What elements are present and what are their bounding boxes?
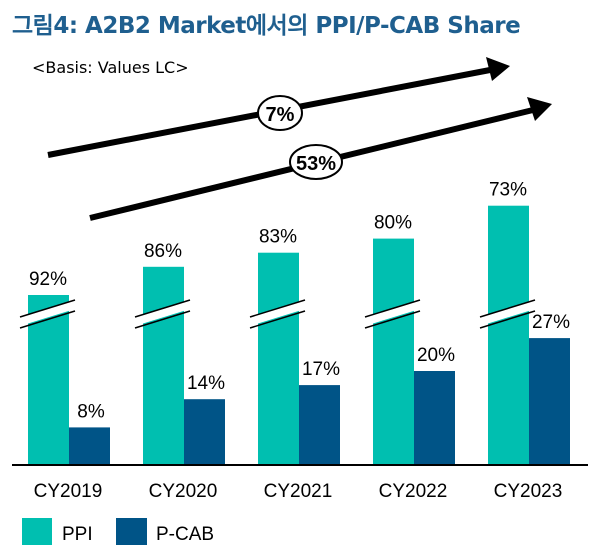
data-label-pcab: 8%	[77, 401, 105, 422]
axis-break-mark	[19, 310, 76, 329]
data-label-pcab: 27%	[532, 312, 570, 333]
data-label-ppi: 73%	[489, 180, 527, 201]
bar-ppi	[488, 205, 529, 465]
axis-break-gap	[250, 300, 305, 326]
axis-break-mark	[479, 310, 536, 329]
x-tick-label: CY2019	[34, 481, 103, 502]
annotation-label: 7%	[266, 104, 295, 126]
x-tick-label: CY2021	[264, 481, 333, 502]
axis-break-gap	[480, 300, 535, 326]
axis-break-mark	[249, 310, 306, 329]
data-label-pcab: 17%	[302, 359, 340, 380]
axis-break-mark	[364, 310, 421, 329]
legend-swatch-ppi	[22, 518, 52, 545]
annotation-label: 53%	[296, 153, 336, 175]
bar-pcab	[529, 338, 570, 465]
axis-break-mark	[134, 299, 191, 318]
legend-label-ppi: PPI	[62, 524, 93, 545]
chart-title: 그림4: A2B2 Market에서의 PPI/P-CAB Share	[12, 13, 521, 39]
x-tick-label: CY2020	[149, 481, 218, 502]
axis-break-mark	[134, 310, 191, 329]
bar-ppi	[373, 238, 414, 465]
bar-pcab	[69, 427, 110, 465]
axis-break-gap	[365, 300, 420, 326]
bar-ppi	[143, 266, 184, 465]
annotation-bubble	[257, 95, 303, 131]
bar-pcab	[414, 371, 455, 465]
data-label-pcab: 20%	[417, 345, 455, 366]
data-label-ppi: 92%	[29, 269, 67, 290]
data-label-ppi: 80%	[374, 213, 412, 234]
axis-break-mark	[364, 299, 421, 318]
legend-swatch-pcab	[116, 518, 147, 545]
bar-ppi	[258, 252, 299, 465]
axis-break-mark	[19, 299, 76, 318]
bar-pcab	[184, 399, 225, 465]
arrowhead-icon	[486, 57, 510, 81]
arrowhead-icon	[527, 97, 552, 121]
data-label-pcab: 14%	[187, 373, 225, 394]
data-label-ppi: 83%	[259, 227, 297, 248]
annotation-bubble	[289, 144, 343, 180]
axis-break-gap	[20, 300, 75, 326]
bar-pcab	[299, 385, 340, 465]
x-tick-label: CY2023	[494, 481, 563, 502]
axis-break-mark	[249, 299, 306, 318]
axis-break-mark	[479, 299, 536, 318]
legend-label-pcab: P-CAB	[156, 524, 214, 545]
x-tick-label: CY2022	[379, 481, 448, 502]
data-label-ppi: 86%	[144, 241, 182, 262]
basis-note: <Basis: Values LC>	[32, 58, 189, 77]
axis-break-gap	[135, 300, 190, 326]
